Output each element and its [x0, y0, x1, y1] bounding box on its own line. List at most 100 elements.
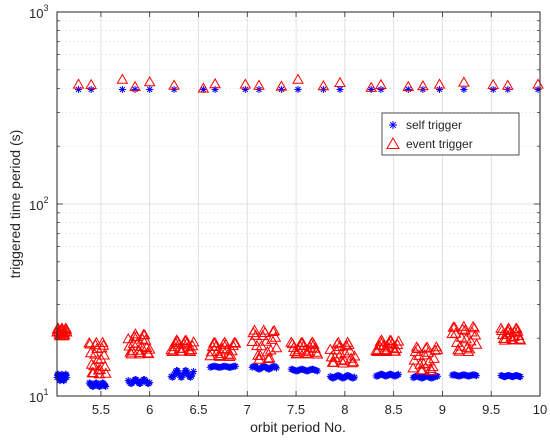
legend-box [381, 112, 520, 156]
x-tick-label: 9 [439, 402, 446, 417]
x-tick-label: 10 [533, 402, 547, 417]
legend-asterisk-icon [389, 121, 397, 129]
x-tick-label: 8.5 [385, 402, 403, 417]
event-trigger-point [228, 336, 241, 347]
event-trigger-point [60, 326, 73, 337]
event-trigger-point [95, 353, 107, 364]
y-tick-label: 103 [29, 3, 48, 21]
event-trigger-point [464, 335, 477, 346]
event-trigger-point [300, 347, 313, 358]
event-trigger-point [428, 352, 440, 363]
event-trigger-point [226, 344, 238, 356]
event-trigger-point [327, 356, 340, 367]
self-trigger-point [74, 85, 82, 93]
event-trigger-point [461, 341, 474, 352]
event-trigger-point [212, 349, 225, 360]
event-trigger-point [60, 323, 73, 334]
event-trigger-point [209, 336, 221, 348]
event-trigger-point [134, 346, 147, 357]
event-trigger-point [88, 359, 100, 371]
self-trigger-point [87, 85, 95, 93]
self-trigger-point [294, 85, 302, 93]
event-trigger-point [487, 78, 500, 89]
event-trigger-point [453, 345, 466, 356]
event-trigger-point [263, 352, 276, 363]
event-trigger-point [332, 336, 345, 347]
event-trigger-point [259, 326, 271, 337]
legend-marker-self-trigger [389, 121, 397, 129]
x-tick-labels: 5.5 6 6.5 7 7.5 8 8.5 9 9.5 10 [92, 402, 547, 417]
event-trigger-point [291, 347, 304, 358]
event-trigger-point [221, 343, 233, 354]
event-trigger-point [85, 78, 98, 89]
event-trigger-point [375, 78, 387, 89]
event-trigger-point [346, 356, 359, 368]
event-trigger-point [385, 334, 397, 346]
event-trigger-point [431, 343, 444, 355]
y-axis-label: triggered time period (s) [7, 130, 23, 279]
event-trigger-point [501, 79, 514, 90]
self-trigger-point [277, 85, 285, 93]
event-trigger-point [205, 345, 218, 357]
self-trigger-point [131, 85, 139, 93]
event-trigger-point [99, 367, 112, 378]
event-trigger-point [427, 360, 439, 372]
event-trigger-point [330, 344, 342, 355]
self-trigger-point [489, 85, 497, 93]
self-trigger-point [190, 367, 198, 375]
event-trigger-point [143, 75, 156, 87]
event-trigger-point [347, 356, 360, 367]
event-trigger-point [266, 333, 278, 344]
self-trigger-point [404, 85, 412, 93]
event-trigger-point [292, 73, 304, 84]
event-trigger-point [132, 344, 145, 355]
event-trigger-point [514, 334, 527, 345]
event-trigger-point [220, 338, 232, 349]
legend-marker-event-trigger [386, 136, 400, 149]
event-trigger-point [129, 80, 141, 92]
self-trigger-point [146, 85, 154, 93]
self-trigger-point [232, 362, 240, 370]
event-trigger-point [209, 77, 221, 89]
event-trigger-point [286, 337, 299, 349]
event-trigger-point [253, 79, 265, 90]
self-trigger-point [189, 370, 197, 378]
event-trigger-point [376, 335, 389, 347]
x-tick-label: 6 [146, 402, 153, 417]
event-trigger-point [311, 348, 324, 359]
event-trigger-point [459, 324, 471, 335]
event-trigger-point [470, 338, 483, 349]
legend: self trigger event trigger [381, 112, 520, 156]
event-trigger-point [417, 79, 429, 91]
event-trigger-point [267, 325, 279, 336]
event-trigger-point [275, 80, 288, 91]
event-trigger-point [469, 329, 482, 340]
event-trigger-point [458, 76, 470, 87]
self-trigger-point [336, 85, 344, 93]
event-trigger-point [246, 335, 259, 346]
self-trigger-point [146, 379, 154, 387]
event-trigger-point [457, 320, 470, 331]
event-trigger-point [270, 341, 283, 353]
event-trigger-point [171, 335, 184, 346]
event-trigger-point [503, 323, 516, 334]
event-trigger-point [454, 340, 467, 351]
event-trigger-point [365, 81, 378, 92]
self-trigger-point [351, 373, 359, 381]
axis-ticks [57, 11, 541, 397]
x-tick-label: 7 [244, 402, 251, 417]
event-trigger-point [402, 80, 415, 92]
event-trigger-point [429, 344, 442, 355]
self-trigger-point [516, 373, 524, 381]
event-trigger-point [179, 335, 191, 346]
event-trigger-point [96, 336, 109, 347]
event-trigger-point [305, 337, 318, 348]
x-tick-label: 7.5 [287, 402, 305, 417]
event-trigger-point [334, 76, 346, 88]
event-trigger-point [348, 350, 361, 361]
legend-label-self-trigger: self trigger [406, 118, 462, 132]
event-trigger-point [98, 349, 111, 360]
event-trigger-point [511, 325, 524, 336]
event-trigger-point [229, 337, 242, 348]
self-trigger-point [211, 85, 219, 93]
